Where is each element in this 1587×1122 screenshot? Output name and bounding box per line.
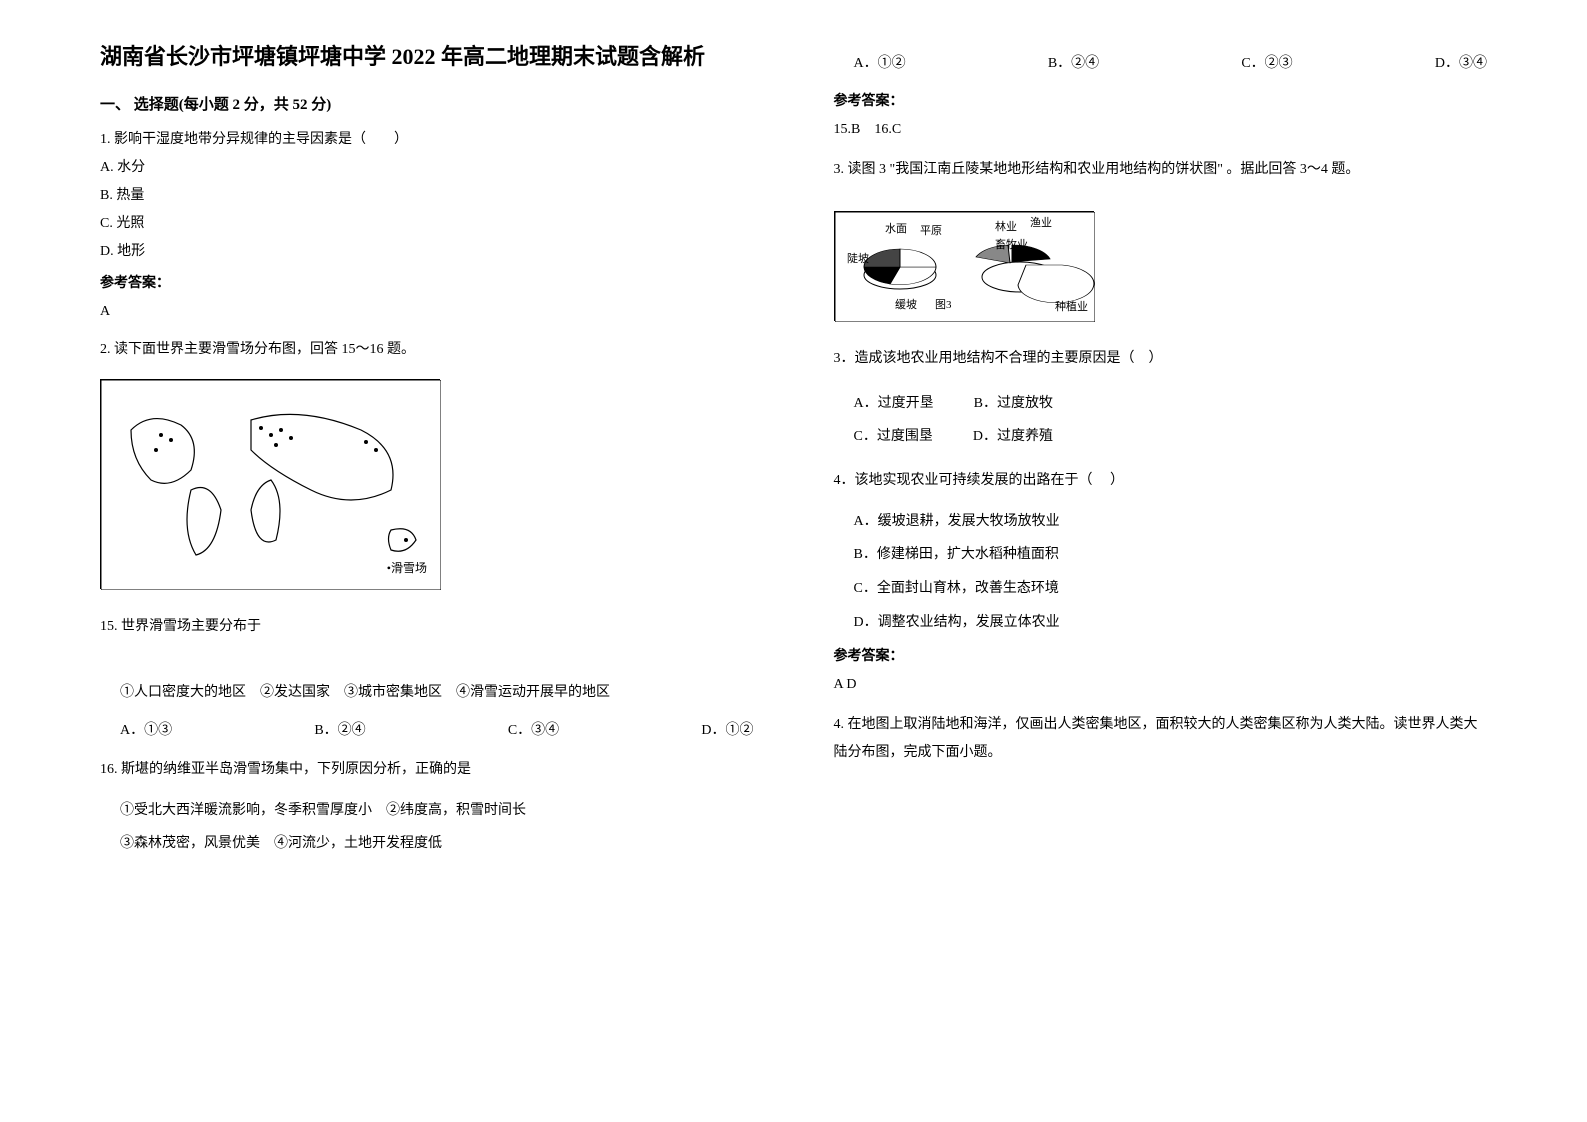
- q16-opt-a: A．①②: [854, 50, 906, 78]
- q15-opt-c: C．③④: [508, 717, 559, 745]
- q3-opt-d: D．过度养殖: [973, 420, 1053, 454]
- answer-label-2: 参考答案：: [834, 88, 1488, 116]
- q16-opt-c: C．②③: [1241, 50, 1292, 78]
- q16-opt-d: D．③④: [1435, 50, 1487, 78]
- q4-text: 4．该地实现农业可持续发展的出路在于（ ）: [834, 466, 1488, 497]
- q2-intro: 2. 读下面世界主要滑雪场分布图，回答 15～16 题。: [100, 336, 754, 364]
- q3-intro: 3. 读图 3 "我国江南丘陵某地地形结构和农业用地结构的饼状图" 。据此回答 …: [834, 156, 1488, 184]
- question-2: 2. 读下面世界主要滑雪场分布图，回答 15～16 题。 •: [100, 336, 754, 861]
- q15-choices: ①人口密度大的地区 ②发达国家 ③城市密集地区 ④滑雪运动开展早的地区: [100, 679, 754, 707]
- q16-line2: ③森林茂密，风景优美 ④河流少，土地开发程度低: [100, 827, 754, 861]
- q1-answer: A: [100, 298, 754, 326]
- world-map-figure: •滑雪场: [100, 379, 440, 589]
- question-1: 1. 影响干湿度地带分异规律的主导因素是（ ） A. 水分 B. 热量 C. 光…: [100, 126, 754, 326]
- q15-opt-b: B．②④: [314, 717, 365, 745]
- q1-opt-a: A. 水分: [100, 154, 754, 182]
- pie-l-steep: 陡坡: [847, 252, 869, 265]
- q4-opt-a: A．缓坡退耕，发展大牧场放牧业: [834, 505, 1488, 539]
- q3-answer: A D: [834, 671, 1488, 699]
- answer-label: 参考答案：: [100, 270, 754, 298]
- q4-intro: 4. 在地图上取消陆地和海洋，仅画出人类密集地区，面积较大的人类密集区称为人类大…: [834, 711, 1488, 767]
- q2-answer: 15.B 16.C: [834, 116, 1488, 144]
- q15-text: 15. 世界滑雪场主要分布于: [100, 612, 754, 643]
- pie-l-water: 水面: [885, 222, 907, 235]
- q16-opt-b: B．②④: [1048, 50, 1099, 78]
- pie-l-plain: 平原: [920, 225, 942, 237]
- q16-line1: ①受北大西洋暖流影响，冬季积雪厚度小 ②纬度高，积雪时间长: [100, 794, 754, 828]
- pie-l-livestock: 畜牧业: [995, 237, 1028, 251]
- q3-text: 3．造成该地农业用地结构不合理的主要原因是（ ）: [834, 344, 1488, 375]
- q1-opt-b: B. 热量: [100, 182, 754, 210]
- q3-opt-a: A．过度开垦: [854, 387, 934, 421]
- q1-opt-d: D. 地形: [100, 238, 754, 266]
- map-legend: •滑雪场: [387, 556, 427, 580]
- pie-l-fish: 渔业: [1030, 216, 1052, 229]
- q4-opt-c: C．全面封山育林，改善生态环境: [834, 572, 1488, 606]
- q3-opt-c: C．过度围垦: [854, 420, 933, 454]
- pie-l-forestry: 林业: [995, 219, 1017, 233]
- pie-fig-label: 图3: [935, 298, 952, 311]
- section-heading: 一、 选择题(每小题 2 分，共 52 分): [100, 93, 754, 114]
- pie-l-gentle: 缓坡: [895, 298, 917, 311]
- q4-opt-b: B．修建梯田，扩大水稻种植面积: [834, 538, 1488, 572]
- answer-label-3: 参考答案：: [834, 643, 1488, 671]
- q15-opt-a: A．①③: [120, 717, 172, 745]
- q15-opt-d: D．①②: [701, 717, 753, 745]
- q4-opt-d: D．调整农业结构，发展立体农业: [834, 606, 1488, 640]
- q1-opt-c: C. 光照: [100, 210, 754, 238]
- q3-opt-b: B．过度放牧: [974, 387, 1053, 421]
- pie-l-planting: 种植业: [1055, 299, 1088, 313]
- page-title: 湖南省长沙市坪塘镇坪塘中学 2022 年高二地理期末试题含解析: [100, 40, 754, 73]
- q1-text: 1. 影响干湿度地带分异规律的主导因素是（ ）: [100, 126, 754, 154]
- pie-chart-figure: 陡坡 水面 平原 缓坡 林业 渔业 畜牧业 种植业 图3: [834, 211, 1094, 321]
- q16-text: 16. 斯堪的纳维亚半岛滑雪场集中，下列原因分析，正确的是: [100, 755, 754, 786]
